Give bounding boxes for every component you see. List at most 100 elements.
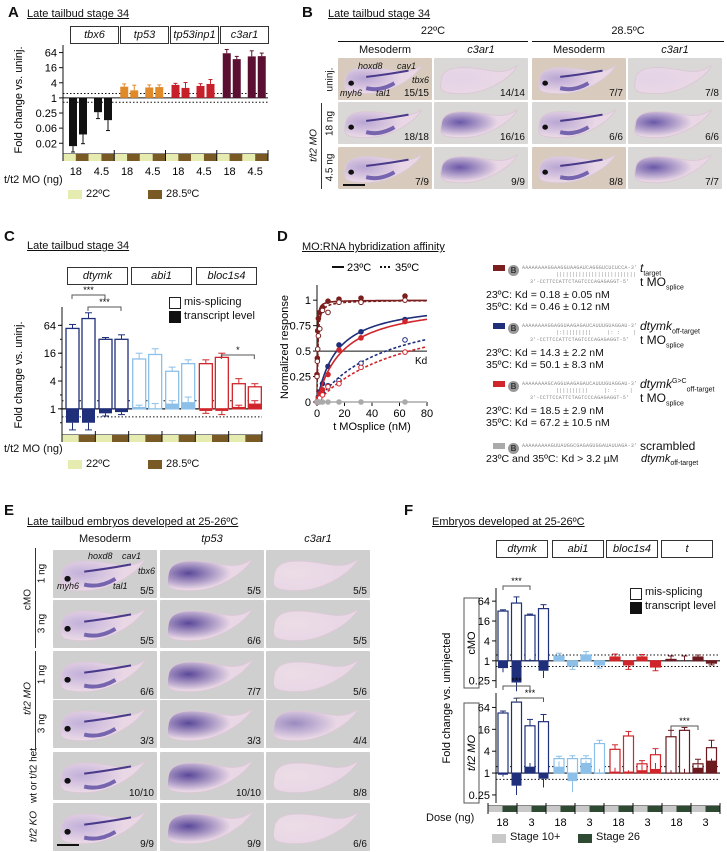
bar-c3ar1 — [222, 53, 231, 98]
data-point — [358, 335, 364, 341]
stage-band — [691, 806, 706, 812]
temp-head-22: 22ºC — [420, 25, 446, 37]
missplicing-bar-abi1 — [148, 353, 163, 410]
embryo-image — [160, 550, 264, 598]
embryo-image — [266, 803, 370, 851]
missplicing-bar-dtymk — [524, 614, 536, 662]
kd-value-35: 35ºC: Kd = 67.2 ± 10.5 nM — [486, 417, 610, 429]
embryo-count: 8/8 — [609, 177, 623, 188]
embryo-photo: 10/10 — [53, 752, 157, 800]
embryo-count: 15/15 — [403, 88, 429, 99]
embryo-photo: 18/18 — [338, 102, 432, 144]
data-point — [336, 399, 342, 405]
embryo-photo: 5/6 — [266, 651, 370, 699]
stage-band — [488, 806, 503, 812]
missplicing-bar-dtymk — [510, 701, 523, 774]
temperature-band — [152, 154, 166, 161]
missplicing-bar-dtymk — [114, 338, 129, 410]
legend-swatch-22c — [68, 190, 82, 199]
entry-color-swatch — [493, 381, 505, 387]
data-point — [319, 399, 326, 405]
significance-bracket — [502, 585, 531, 590]
transcript-bar-abi1 — [581, 762, 591, 774]
transcript-bar-abi1 — [581, 654, 591, 661]
missplicing-bar-dtymk — [497, 610, 509, 662]
legend-label-28c-c: 28.5ºC — [166, 458, 200, 470]
stage-band — [647, 806, 662, 812]
kd-value-23: 23ºC: Kd = 14.3 ± 2.2 nM — [486, 347, 604, 359]
row-label-uninj: uninj. — [324, 67, 336, 92]
chart-f: Fold change vs. uninjected cMO6416410.25*… — [441, 576, 721, 828]
panel-label-a: A — [8, 4, 19, 21]
embryo-image — [53, 550, 157, 598]
legend-label-22c-c: 22ºC — [86, 458, 111, 470]
transcript-bar-t — [706, 660, 717, 664]
fit-curve — [316, 299, 428, 393]
embryo-photo: 7/7 — [160, 651, 264, 699]
panel-label-b: B — [302, 4, 313, 21]
transcript-bar-dtymk — [498, 773, 508, 775]
data-point — [358, 328, 364, 335]
legend-label-missplicing: mis-splicing — [184, 296, 242, 308]
embryo-image — [266, 700, 370, 748]
significance-bracket — [87, 306, 122, 311]
col-head: c3ar1 — [304, 533, 332, 545]
legend-label-28c: 28.5ºC — [166, 188, 200, 200]
panel-label-e: E — [4, 502, 15, 519]
missplicing-bar-dtymk — [497, 712, 509, 774]
bar-tbx6 — [79, 97, 87, 135]
y-tick-label: 1 — [51, 93, 57, 105]
bar-tp53inp1 — [181, 87, 190, 98]
legend-swatch-stage26 — [578, 834, 592, 843]
embryo-count: 10/10 — [235, 788, 261, 799]
y-tick-label: 0.02 — [36, 138, 57, 150]
missplicing-bar-abi1 — [593, 742, 606, 774]
embryo-image — [532, 147, 626, 189]
x-tick-label: 18 — [496, 817, 508, 828]
transcript-bar-abi1 — [554, 655, 564, 661]
embryo-count: 5/5 — [353, 636, 367, 647]
embryo-count: 18/18 — [403, 132, 429, 143]
embryo-count: 7/7 — [705, 177, 719, 188]
data-point — [325, 371, 331, 378]
significance-label: *** — [511, 576, 522, 586]
base-pairing: |:||||||||| |: : | — [556, 330, 637, 336]
temperature-band — [62, 435, 79, 442]
biotin-icon: B — [508, 378, 519, 396]
y-tick-label: 16 — [478, 724, 490, 736]
y-tick-label: 0.5 — [296, 346, 311, 358]
transcript-bar-dtymk — [525, 766, 535, 774]
gene-box-tbx6: tbx6 — [70, 26, 119, 44]
embryo-image — [434, 102, 528, 144]
transcript-bar-dtymk — [99, 408, 112, 414]
col-head: Mesoderm — [359, 44, 411, 56]
embryo-count: 10/10 — [128, 788, 154, 799]
embryo-count: 9/9 — [247, 839, 261, 850]
x-tick-label: 3 — [586, 817, 592, 828]
base-pairing: ||||||||||||||||||||||||| — [556, 272, 637, 278]
legend-swatch-28c-c — [148, 460, 162, 469]
embryo-count: 6/6 — [609, 132, 623, 143]
stage-band — [589, 806, 604, 812]
data-point — [402, 399, 408, 405]
fit-curve — [316, 314, 428, 402]
x-tick-label: 80 — [421, 408, 433, 420]
embryo-count: 6/6 — [353, 839, 367, 850]
temperature-band — [212, 435, 229, 442]
temperature-band — [245, 435, 262, 442]
embryo-image — [266, 752, 370, 800]
transcript-bar-dtymk — [66, 408, 79, 423]
y-tick-label: 1 — [50, 404, 56, 416]
fit-curve — [316, 345, 428, 403]
embryo-image — [160, 803, 264, 851]
embryo-photo: 5/5 — [266, 550, 370, 598]
target-name-2: dtymkoff-target — [641, 453, 699, 468]
x-tick-label: 18 — [670, 817, 682, 828]
embryo-image — [53, 700, 157, 748]
transcript-bar-bloc1s4 — [248, 403, 262, 409]
significance-label: *** — [525, 688, 536, 698]
stage-band — [662, 806, 677, 812]
x-tick-label: 3 — [528, 817, 534, 828]
stage-band — [517, 806, 532, 812]
embryo-photo: 5/5 — [53, 600, 157, 648]
